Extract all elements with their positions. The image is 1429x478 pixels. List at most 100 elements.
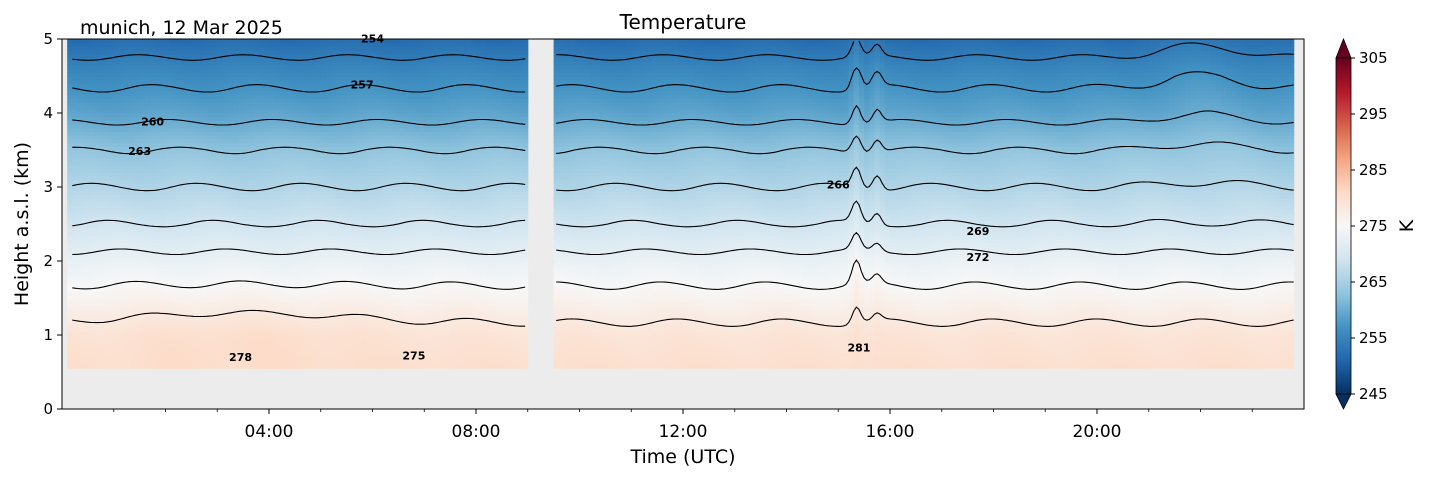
field-cell: [72, 61, 78, 65]
field-cell: [243, 183, 249, 187]
field-cell: [103, 209, 109, 213]
field-cell: [336, 283, 342, 287]
field-cell: [191, 309, 197, 313]
field-cell: [233, 243, 239, 247]
field-cell: [83, 361, 89, 365]
field-cell: [109, 106, 115, 110]
field-cell: [233, 72, 239, 76]
field-cell: [119, 69, 125, 73]
field-cell: [150, 339, 156, 343]
field-cell: [103, 109, 109, 113]
field-cell: [72, 72, 78, 76]
field-cell: [222, 39, 228, 43]
field-cell: [238, 50, 244, 54]
field-cell: [207, 135, 213, 139]
field-cell: [222, 217, 228, 221]
field-cell: [326, 176, 332, 180]
field-cell: [129, 76, 135, 80]
field-cell: [155, 139, 161, 143]
field-cell: [78, 361, 84, 365]
field-cell: [129, 194, 135, 198]
field-cell: [155, 154, 161, 158]
field-cell: [134, 231, 140, 235]
field-cell: [300, 268, 306, 272]
field-cell: [326, 157, 332, 161]
field-cell: [78, 154, 84, 158]
field-cell: [93, 231, 99, 235]
field-cell: [140, 95, 146, 99]
field-cell: [109, 143, 115, 147]
field-cell: [186, 157, 192, 161]
field-cell: [202, 176, 208, 180]
field-cell: [202, 324, 208, 328]
field-cell: [269, 305, 275, 309]
field-cell: [197, 261, 203, 265]
field-cell: [341, 354, 347, 358]
field-cell: [78, 206, 84, 210]
field-cell: [352, 246, 358, 250]
field-cell: [233, 209, 239, 213]
field-cell: [305, 298, 311, 302]
field-cell: [207, 46, 213, 50]
field-cell: [336, 65, 342, 69]
field-cell: [98, 309, 104, 313]
field-cell: [202, 154, 208, 158]
field-cell: [145, 91, 151, 95]
field-cell: [274, 98, 280, 102]
field-cell: [300, 265, 306, 269]
field-cell: [279, 217, 285, 221]
field-cell: [134, 272, 140, 276]
field-cell: [274, 135, 280, 139]
field-cell: [160, 294, 166, 298]
field-cell: [202, 117, 208, 121]
field-cell: [207, 202, 213, 206]
field-cell: [253, 276, 259, 280]
field-cell: [212, 228, 218, 232]
field-cell: [145, 98, 151, 102]
field-cell: [103, 346, 109, 350]
field-cell: [212, 194, 218, 198]
field-cell: [78, 235, 84, 239]
field-cell: [197, 194, 203, 198]
field-cell: [321, 65, 327, 69]
field-cell: [207, 320, 213, 324]
field-cell: [98, 228, 104, 232]
field-cell: [253, 339, 259, 343]
field-cell: [78, 294, 84, 298]
field-cell: [181, 83, 187, 87]
field-cell: [269, 317, 275, 321]
field-cell: [186, 194, 192, 198]
field-cell: [83, 54, 89, 58]
field-cell: [341, 357, 347, 361]
field-cell: [171, 72, 177, 76]
field-cell: [295, 243, 301, 247]
field-cell: [93, 313, 99, 317]
field-cell: [347, 335, 353, 339]
field-cell: [259, 257, 265, 261]
field-cell: [326, 254, 332, 258]
field-cell: [253, 161, 259, 165]
field-cell: [253, 220, 259, 224]
field-cell: [140, 342, 146, 346]
field-cell: [253, 194, 259, 198]
field-cell: [88, 76, 94, 80]
field-cell: [233, 291, 239, 295]
field-cell: [336, 143, 342, 147]
field-cell: [160, 350, 166, 354]
field-cell: [222, 172, 228, 176]
field-cell: [134, 265, 140, 269]
field-cell: [321, 354, 327, 358]
field-cell: [93, 280, 99, 284]
field-cell: [212, 76, 218, 80]
field-cell: [336, 261, 342, 265]
field-cell: [305, 113, 311, 117]
field-cell: [341, 309, 347, 313]
field-cell: [114, 254, 120, 258]
field-cell: [109, 339, 115, 343]
field-cell: [290, 346, 296, 350]
field-cell: [202, 72, 208, 76]
field-cell: [259, 287, 265, 291]
field-cell: [248, 328, 254, 332]
field-cell: [103, 235, 109, 239]
field-cell: [202, 346, 208, 350]
